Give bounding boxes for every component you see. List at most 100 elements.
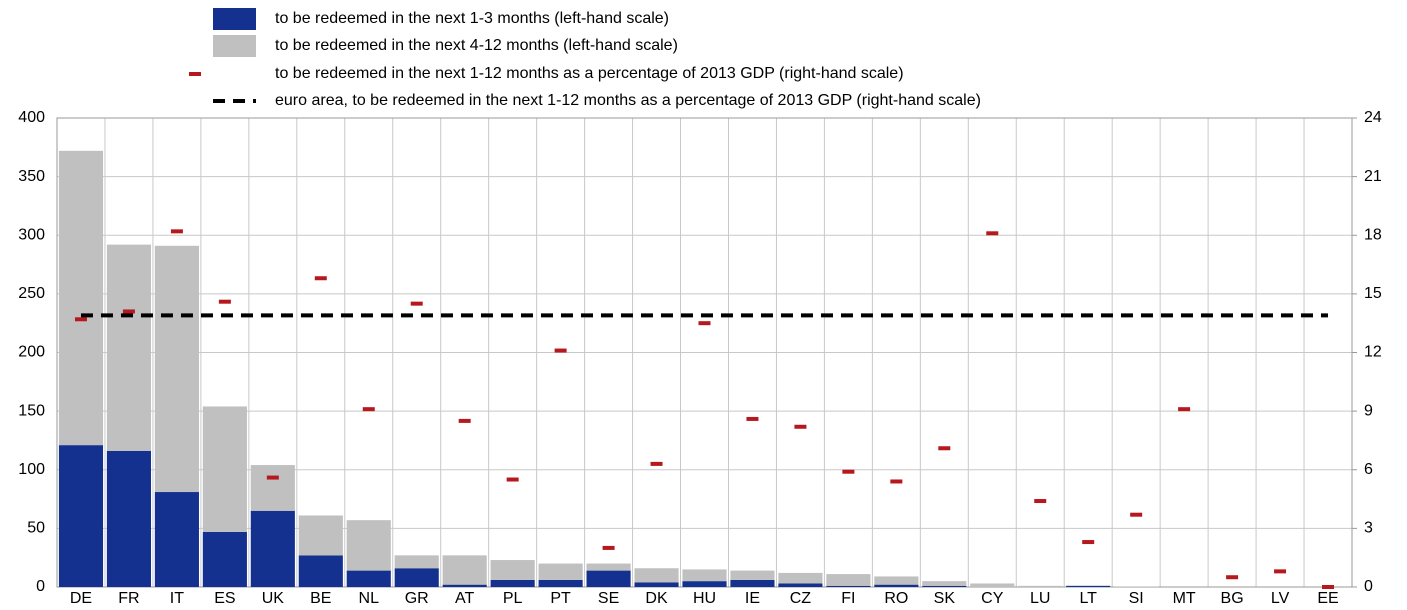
y-tick-label: 400 [18,109,45,126]
bar [394,555,439,569]
bar [634,568,679,583]
bar [250,510,295,587]
x-tick-label: SI [1129,590,1144,605]
x-tick-label: LU [1030,590,1050,605]
bar [58,445,104,587]
marker [794,424,807,429]
y2-tick-label: 24 [1364,109,1382,126]
x-tick-label: RO [884,590,908,605]
bar [682,581,727,587]
bar [250,465,295,511]
x-tick-label: BE [310,590,331,605]
marker [218,299,231,304]
marker [1130,512,1143,517]
x-tick-label: SE [598,590,619,605]
x-tick-label: DE [70,590,92,605]
bar [730,570,775,580]
x-tick-label: UK [262,590,285,605]
legend-swatch [213,35,256,57]
x-tick-label: AT [455,590,474,605]
x-tick-label: DK [645,590,668,605]
legend-label: to be redeemed in the next 4-12 months (… [275,37,678,54]
x-tick-label: LV [1271,590,1290,605]
bar [874,576,919,585]
marker [554,348,567,353]
y-tick-label: 0 [36,578,45,595]
x-tick-label: SK [934,590,956,605]
marker [314,276,327,281]
y2-tick-label: 18 [1364,226,1382,243]
marker [122,309,135,314]
marker [890,479,903,484]
bar [298,515,343,556]
marker [170,229,183,234]
x-tick-label: PT [550,590,571,605]
y-tick-label: 250 [18,285,45,302]
marker [1322,585,1335,589]
x-tick-label: CY [981,590,1004,605]
bar [346,570,391,587]
x-tick-label: IT [170,590,184,605]
marker [266,475,279,480]
y-tick-label: 350 [18,168,45,185]
x-tick-label: ES [214,590,235,605]
marker [74,317,87,322]
bar [154,492,199,587]
bar [874,584,919,587]
legend-swatch [189,72,201,76]
bar [106,244,152,451]
marker [410,301,423,306]
marker [1178,407,1191,412]
legend-label: euro area, to be redeemed in the next 1-… [275,92,981,109]
x-tick-label: GR [405,590,429,605]
bar [1066,585,1111,587]
legend-label: to be redeemed in the next 1-12 months a… [275,65,904,82]
marker [986,231,999,236]
marker [1082,540,1095,545]
bar [586,570,631,587]
y-tick-label: 300 [18,226,45,243]
x-tick-label: MT [1173,590,1196,605]
legend-label: to be redeemed in the next 1-3 months (l… [275,10,669,27]
marker [506,477,519,482]
x-tick-label: LT [1079,590,1097,605]
bar [442,584,487,587]
y2-tick-label: 21 [1364,168,1382,185]
x-tick-label: PL [503,590,523,605]
bar [586,563,631,571]
bar [922,581,967,586]
x-tick-label: IE [745,590,760,605]
bar [730,579,775,587]
marker [1274,569,1287,574]
y-tick-label: 50 [27,520,45,537]
marker [1226,575,1239,580]
bar [202,531,247,587]
marker [650,461,663,466]
x-tick-label: NL [359,590,380,605]
y2-tick-label: 6 [1364,461,1373,478]
marker [1034,499,1047,504]
marker [746,416,759,421]
y2-tick-label: 0 [1364,578,1373,595]
bar [1018,585,1063,587]
x-tick-label: BG [1221,590,1244,605]
bar [922,585,967,587]
x-tick-label: FR [118,590,139,605]
y2-tick-label: 15 [1364,285,1382,302]
marker [938,446,951,451]
x-tick-label: CZ [790,590,812,605]
bar [826,585,871,587]
bar [442,555,487,585]
bar [202,406,247,532]
marker [842,469,855,474]
bar [538,579,583,587]
bar [682,569,727,582]
marker [698,321,711,326]
bar [778,583,823,587]
bar [634,582,679,587]
legend-swatch [213,8,256,30]
marker [458,418,471,423]
x-tick-label: EE [1317,590,1338,605]
bar [298,555,343,587]
